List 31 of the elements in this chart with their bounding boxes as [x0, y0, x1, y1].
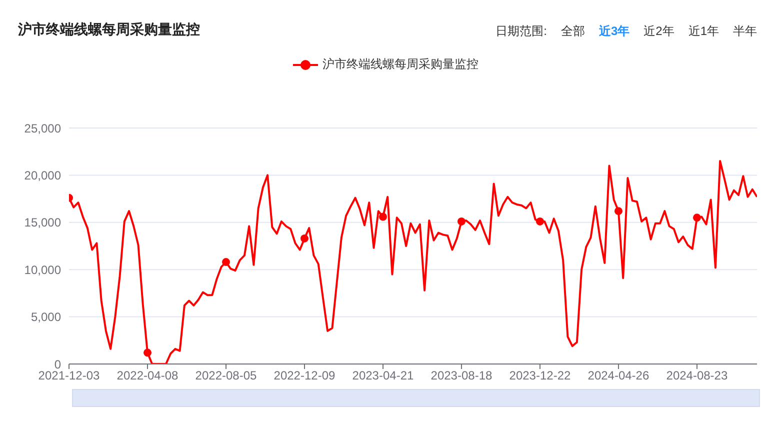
text: 近3年: [598, 23, 630, 40]
point: [457, 217, 466, 226]
text: 半年: [733, 23, 757, 40]
legend-label: 沪市终端线螺每周采购量监控: [322, 56, 478, 73]
x-tick-label: 2023-12-22: [509, 368, 571, 383]
x-tick-label: 2023-08-18: [430, 368, 492, 383]
x-tick-label: 2024-08-23: [666, 368, 728, 383]
text: 近1年: [688, 23, 719, 40]
x-tick-label: 2023-04-21: [352, 368, 414, 383]
y-tick-label: 20,000: [24, 168, 62, 182]
point: [222, 258, 230, 266]
x-tick-label: 2022-08-05: [195, 368, 258, 383]
y-tick-label: 5,000: [30, 310, 62, 324]
x-tick-label: 2022-12-09: [274, 368, 336, 383]
y-tick-label: 0: [54, 357, 62, 372]
text: 日期范围:: [496, 23, 547, 40]
y-tick-label: 25,000: [24, 121, 62, 136]
point: [378, 212, 387, 221]
point: [143, 348, 152, 357]
text: 全部: [560, 23, 585, 40]
y-tick-label: 10,000: [24, 262, 62, 277]
chart-title: 沪市终端线螺每周采购量监控: [18, 21, 200, 39]
point: [300, 234, 308, 242]
point: [536, 217, 544, 226]
x-tick-label: 2022-04-08: [116, 368, 179, 383]
y-tick-label: 15,000: [24, 216, 62, 230]
x-tick-label: 2021-12-03: [38, 368, 100, 383]
point: [692, 214, 701, 222]
x-tick-label: 2024-04-26: [588, 368, 650, 383]
text: 近2年: [644, 23, 674, 40]
point: [614, 207, 622, 216]
